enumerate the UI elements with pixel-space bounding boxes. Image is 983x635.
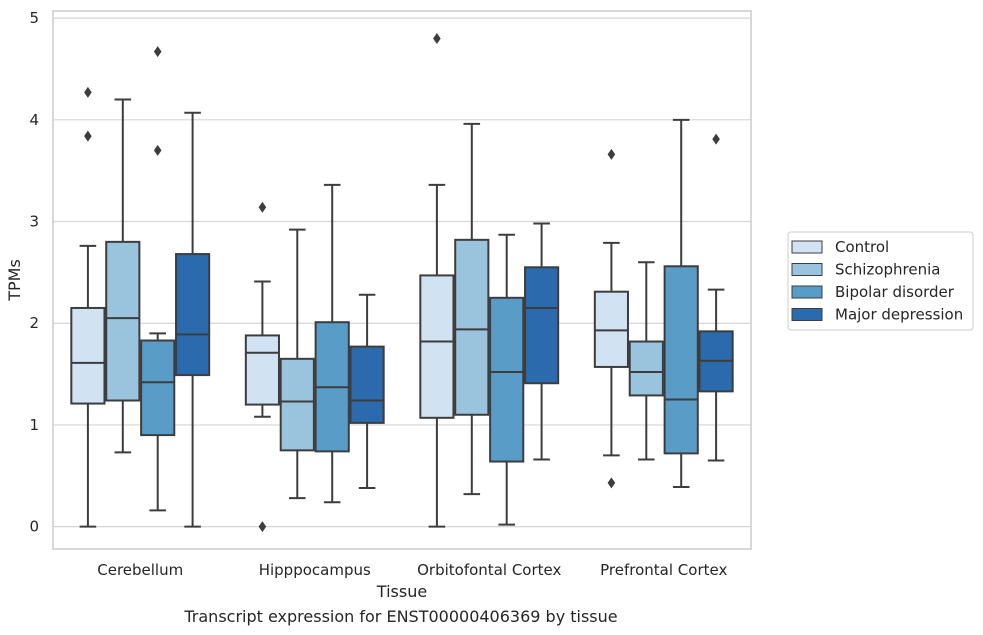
box-iqr	[628, 340, 664, 397]
y-tick-label: 3	[29, 213, 39, 231]
outlier-point	[258, 201, 267, 213]
box-schizophrenia-hipppocampus	[279, 228, 315, 500]
legend: Control Schizophrenia Bipolar disorder Majo…	[787, 231, 974, 331]
legend-label: Major depression	[835, 306, 963, 324]
y-tick-label: 0	[29, 518, 39, 536]
box-iqr	[70, 306, 106, 405]
legend-label: Schizophrenia	[835, 261, 940, 279]
outlier-point	[712, 133, 720, 145]
outlier-point	[84, 130, 92, 142]
box-iqr	[244, 334, 280, 406]
box-iqr	[593, 290, 629, 368]
box-control-cerebellum	[70, 86, 106, 528]
box-schizophrenia-orbitofontal-cortex	[454, 122, 490, 496]
box-iqr	[279, 357, 315, 452]
box-major-depression-orbitofontal-cortex	[524, 222, 560, 461]
box-control-orbitofontal-cortex	[419, 32, 455, 528]
y-tick-label: 4	[29, 111, 39, 129]
box-bipolar-disorder-prefrontal-cortex	[663, 118, 699, 488]
box-iqr	[175, 253, 211, 377]
box-iqr	[489, 296, 525, 463]
legend-label: Control	[835, 238, 889, 256]
box-iqr	[663, 265, 699, 455]
box-iqr	[349, 345, 385, 424]
outlier-point	[607, 477, 616, 489]
y-tick-label: 1	[29, 416, 39, 434]
y-axis-label: TPMs	[5, 259, 24, 302]
box-series	[70, 32, 734, 533]
box-iqr	[454, 238, 490, 416]
box-major-depression-hipppocampus	[349, 293, 385, 489]
box-bipolar-disorder-hipppocampus	[314, 183, 350, 504]
box-control-prefrontal-cortex	[593, 148, 629, 489]
legend-swatch	[791, 285, 823, 299]
x-axis-label: Tissue	[376, 582, 427, 601]
outlier-point	[433, 32, 441, 44]
y-tick-label: 5	[29, 9, 39, 27]
box-schizophrenia-prefrontal-cortex	[628, 261, 664, 461]
legend-swatch	[791, 263, 823, 276]
outlier-point	[153, 144, 162, 156]
legend-frame	[787, 231, 974, 331]
outlier-point	[84, 86, 92, 98]
legend-label: Bipolar disorder	[835, 283, 955, 301]
x-tick-label: Orbitofontal Cortex	[417, 561, 561, 579]
box-iqr	[105, 240, 141, 402]
box-iqr	[419, 274, 455, 419]
box-major-depression-prefrontal-cortex	[698, 133, 734, 462]
legend-swatch	[791, 240, 823, 254]
y-axis-ticks: 0 1 2 3 4 5	[29, 9, 39, 536]
plot-area-frame	[52, 10, 752, 550]
chart-caption: Transcript expression for ENST0000040636…	[183, 607, 617, 626]
box-iqr	[140, 339, 176, 437]
x-tick-label: Cerebellum	[97, 561, 183, 579]
x-tick-label: Prefrontal Cortex	[600, 561, 727, 579]
legend-swatch	[791, 308, 823, 321]
x-tick-label: Hipppocampus	[259, 561, 371, 579]
x-axis-ticks: Cerebellum Hipppocampus Orbitofontal Corte…	[97, 561, 727, 579]
box-major-depression-cerebellum	[175, 111, 211, 528]
box-iqr	[524, 266, 560, 385]
outlier-point	[607, 148, 616, 160]
outlier-point	[258, 521, 267, 533]
box-control-hipppocampus	[244, 201, 280, 533]
outlier-point	[153, 46, 162, 58]
box-bipolar-disorder-orbitofontal-cortex	[489, 233, 525, 526]
box-bipolar-disorder-cerebellum	[140, 46, 176, 512]
box-schizophrenia-cerebellum	[105, 98, 141, 454]
y-tick-label: 2	[29, 314, 39, 332]
